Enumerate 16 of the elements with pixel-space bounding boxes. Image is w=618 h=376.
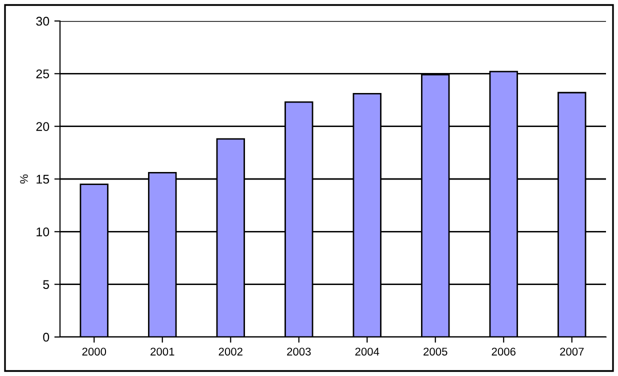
y-tick-label: 25 bbox=[36, 69, 50, 78]
x-tick-label: 2004 bbox=[355, 348, 380, 356]
x-tick-label: 2002 bbox=[218, 348, 242, 356]
x-tick-label: 2006 bbox=[492, 348, 516, 356]
y-tick-label: 0 bbox=[43, 332, 50, 342]
y-tick-label: 15 bbox=[36, 174, 50, 184]
x-tick-label: 2000 bbox=[82, 348, 106, 356]
x-tick-label: 2007 bbox=[560, 348, 584, 356]
y-axis-title: % bbox=[20, 174, 28, 184]
x-tick-label: 2001 bbox=[150, 348, 174, 356]
x-tick-label: 2005 bbox=[424, 348, 448, 356]
y-tick-label: 20 bbox=[36, 122, 50, 131]
y-tick-label: 5 bbox=[43, 280, 50, 289]
y-tick-label: 10 bbox=[36, 227, 50, 236]
y-tick-label: 30 bbox=[36, 16, 50, 26]
x-tick-label: 2003 bbox=[287, 348, 311, 356]
